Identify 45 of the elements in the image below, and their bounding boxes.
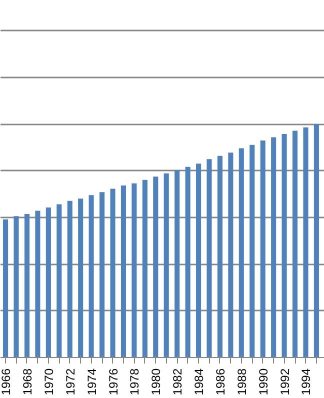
bar (24, 214, 30, 358)
bar (110, 188, 116, 358)
bar (142, 180, 148, 358)
bar (67, 200, 72, 358)
bar (56, 204, 62, 358)
bar (250, 144, 255, 358)
bar (78, 198, 84, 358)
bar (132, 183, 137, 358)
x-tick-label: 1986 (213, 368, 228, 396)
bar (238, 148, 244, 358)
x-tick-label: 1984 (192, 368, 206, 396)
x-tick-label: 1992 (278, 368, 292, 396)
x-tick-label: 1976 (106, 368, 120, 396)
x-tick-label: 1994 (299, 368, 314, 396)
bar (196, 164, 202, 358)
bar (14, 216, 19, 358)
x-tick-label: 1972 (63, 368, 78, 396)
bar (206, 159, 212, 358)
x-tick-label: 1978 (128, 368, 142, 396)
x-tick-label: 1982 (170, 368, 185, 396)
bar (153, 176, 158, 358)
x-tick-label: 1988 (234, 368, 249, 396)
bar (35, 210, 40, 358)
x-tick-label: 1990 (256, 368, 270, 396)
bar (271, 137, 276, 358)
bar (46, 207, 51, 358)
bar (3, 219, 8, 358)
x-tick-label: 1968 (20, 368, 34, 396)
bar (314, 124, 319, 358)
bar (120, 186, 126, 358)
bar (164, 173, 169, 358)
bar (217, 156, 222, 358)
x-tick-label: 1974 (84, 368, 99, 396)
bar (282, 134, 287, 358)
bar (88, 195, 94, 358)
bar (260, 140, 266, 358)
bar (185, 166, 190, 358)
x-tick-label: 1970 (42, 368, 56, 396)
bar (228, 152, 234, 358)
bar (100, 192, 105, 358)
x-tick-label: 1980 (149, 368, 164, 396)
bar (292, 130, 298, 358)
bar (303, 127, 308, 358)
x-tick-label: 1966 (0, 368, 14, 396)
bar (174, 170, 180, 358)
